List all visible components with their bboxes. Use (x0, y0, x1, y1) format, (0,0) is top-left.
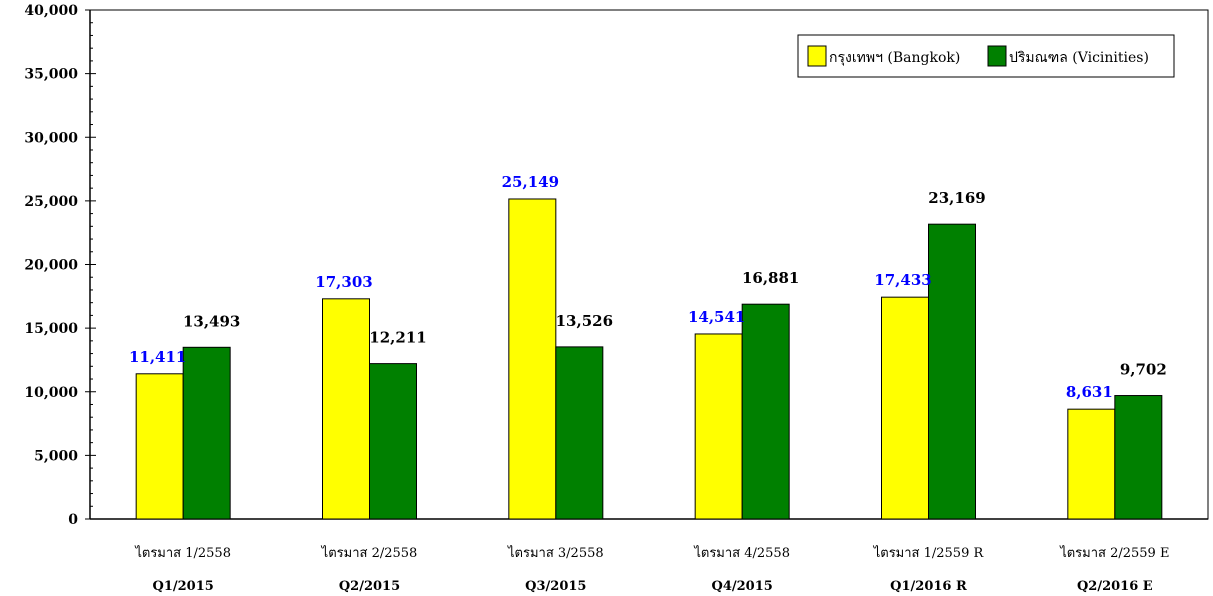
y-tick-label: 15,000 (24, 321, 78, 337)
x-tick-sublabel: Q2/2015 (339, 579, 400, 594)
bar-vicinities (928, 223, 976, 520)
data-label-vicinities: 13,493 (183, 312, 240, 330)
bar-vicinities (555, 346, 604, 520)
y-tick-label: 5,000 (34, 448, 78, 464)
data-label-vicinities: 12,211 (369, 329, 426, 347)
legend: กรุงเทพฯ (Bangkok) ปริมณฑล (Vicinities) (797, 34, 1175, 78)
data-labels: 11,411 13,493 17,303 12,211 25,149 13,526 14,5… (129, 173, 1167, 401)
bar-bangkok (322, 298, 370, 520)
x-tick-sublabel: Q1/2015 (153, 579, 214, 594)
y-tick-label: 10,000 (24, 385, 78, 401)
bar-vicinities (741, 303, 790, 520)
y-tick-label: 20,000 (24, 258, 78, 274)
bar-bangkok (694, 333, 743, 520)
x-tick-sublabel: Q2/2016 E (1077, 579, 1153, 594)
x-tick-sublabel: Q1/2016 R (890, 579, 967, 594)
x-tick-label: ไตรมาส 3/2558 (507, 545, 604, 561)
y-tick-label: 0 (68, 512, 78, 528)
data-label-bangkok: 17,303 (315, 273, 372, 291)
data-label-bangkok: 25,149 (502, 173, 559, 191)
legend-label-bangkok: กรุงเทพฯ (Bangkok) (829, 50, 960, 66)
data-label-bangkok: 8,631 (1066, 383, 1113, 401)
data-label-bangkok: 11,411 (129, 348, 186, 366)
x-tick-sublabel: Q3/2015 (525, 579, 586, 594)
x-tick-sublabel: Q4/2015 (712, 579, 773, 594)
bars (135, 198, 1163, 520)
x-tick-label: ไตรมาส 2/2558 (321, 545, 418, 561)
legend-label-vicinities: ปริมณฑล (Vicinities) (1009, 50, 1149, 66)
bar-bangkok (881, 296, 929, 520)
data-label-vicinities: 13,526 (556, 312, 613, 330)
legend-swatch-bangkok (807, 45, 827, 67)
x-tick-label: ไตรมาส 1/2559 R (873, 545, 985, 561)
bar-bangkok (508, 198, 557, 520)
bar-vicinities (1114, 395, 1163, 520)
data-label-vicinities: 23,169 (928, 189, 985, 207)
y-tick-label: 25,000 (24, 194, 78, 210)
y-tick-label: 35,000 (24, 67, 78, 83)
data-label-bangkok: 14,541 (688, 308, 745, 326)
bar-vicinities (369, 363, 417, 520)
y-tick-label: 40,000 (24, 3, 78, 19)
x-tick-label: ไตรมาส 4/2558 (693, 545, 790, 561)
data-label-bangkok: 17,433 (874, 271, 931, 289)
data-label-vicinities: 16,881 (742, 269, 799, 287)
axes: 0 5,000 10,000 15,000 20,000 25,000 30,000 35,0… (24, 3, 1209, 528)
x-axis-labels: ไตรมาส 1/2558 Q1/2015 ไตรมาส 2/2558 Q2/2015… (134, 545, 1169, 594)
bar-vicinities (182, 346, 231, 520)
bar-bangkok (1067, 408, 1116, 520)
plot-frame (89, 9, 1209, 520)
x-tick-label: ไตรมาส 1/2558 (134, 545, 231, 561)
x-tick-label: ไตรมาส 2/2559 E (1059, 545, 1169, 561)
legend-swatch-vicinities (987, 45, 1007, 67)
data-label-vicinities: 9,702 (1120, 361, 1167, 379)
y-tick-label: 30,000 (24, 130, 78, 146)
bar-bangkok (135, 373, 184, 520)
legend-box (797, 34, 1175, 78)
